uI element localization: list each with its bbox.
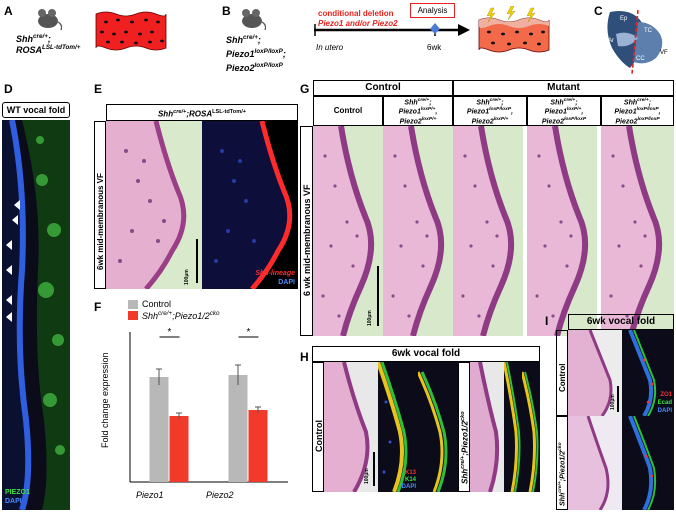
panel-a-genotype-2: ROSALSL-tdTom/+ (16, 44, 81, 55)
legend-k13: K13 (404, 470, 416, 476)
scale-bar (196, 239, 198, 283)
svg-text:Ep: Ep (620, 16, 628, 22)
panel-g-letter: G (300, 82, 310, 96)
bar-mutant-0 (169, 416, 189, 482)
svg-text:VF: VF (660, 50, 668, 56)
epithelium-mutant-illustration (478, 6, 550, 53)
i-control-zo1-ecad-image: ZO1 Ecad DAPI (622, 329, 674, 418)
he-image-row: 100µm (313, 126, 674, 336)
significance-star: * (168, 327, 172, 338)
legend-shh-lineage: Shh-lineage (255, 270, 295, 277)
larynx-diagram: Ep TC Ar VF CC (607, 9, 668, 75)
he-stain-image: 100µm (106, 120, 202, 291)
legend-k14: K14 (404, 477, 416, 483)
panel-e-letter: E (94, 82, 103, 96)
panel-a-letter: A (4, 4, 13, 18)
h-control-zoom-image (416, 362, 458, 493)
panel-h-row-control: Control (314, 420, 324, 452)
bar-control-0 (149, 377, 169, 482)
scale-bar (617, 386, 619, 412)
panel-h-control-side (312, 362, 324, 492)
chart-ylabel: Fold change expression (100, 352, 110, 448)
panel-h-mutant-side (458, 362, 470, 492)
mouse-icon (38, 9, 62, 30)
panel-i-row-control: Control (558, 363, 567, 392)
column-header-control: Control (313, 96, 383, 126)
group-mutant-header: Mutant (453, 80, 674, 96)
group-control-header: Control (313, 80, 453, 96)
panel-h-letter: H (300, 350, 309, 364)
panel-d-letter: D (4, 82, 13, 96)
scale-label: 100µm (364, 468, 370, 484)
panel-i-control-side (556, 330, 568, 416)
deletion-label: conditional deletion Piezo1 and/or Piezo… (318, 9, 398, 28)
scale-label: 100µm (610, 394, 616, 410)
legend-ecad: Ecad (657, 400, 672, 406)
panel-e-side-box (94, 121, 106, 289)
legend-dapi: DAPI (278, 279, 295, 286)
significance-star: * (247, 327, 251, 338)
h-mutant-zoom-image (520, 362, 540, 493)
mouse-icon (242, 9, 266, 30)
h-mutant-he-image (470, 361, 504, 493)
shh-lineage-fluorescence-image: Shh-lineage DAPI (202, 120, 298, 291)
h-control-he-image: 100µm (324, 361, 378, 494)
svg-text:CC: CC (636, 56, 645, 62)
panel-c-letter: C (594, 4, 603, 18)
epithelium-red-illustration (95, 11, 167, 51)
scale-bar (373, 452, 375, 486)
panel-g-row-label: 6 wk mid-membranous VF (302, 184, 312, 296)
panel-b-letter: B (222, 4, 231, 18)
x-tick-piezo1: Piezo1 (136, 490, 164, 500)
column-header-piezo2-null: Shhcre/+; Piezo1loxP/+, Piezo2loxP/loxP (527, 96, 601, 126)
legend-zo1: ZO1 (660, 392, 672, 398)
i-mutant-he-image (568, 415, 622, 511)
scale-bar (377, 266, 379, 326)
legend-dapi: DAPI (401, 484, 416, 490)
svg-text:Ar: Ar (608, 38, 614, 44)
scale-label: 100µm (184, 269, 190, 285)
i-control-he-image: 100µm (568, 329, 622, 417)
in-utero-label: In utero (316, 43, 344, 52)
fold-change-bar-chart: * * (129, 327, 288, 483)
piezo1-fluorescence-image: PIEZO1 DAPI (2, 119, 70, 511)
legend-dapi: DAPI (5, 498, 22, 505)
timeline-arrow (314, 23, 470, 36)
legend-piezo1: PIEZO1 (5, 489, 30, 496)
panel-e-header: Shhcre/+;ROSALSL-tdTom/+ (106, 104, 298, 121)
panel-h-title: 6wk vocal fold (312, 346, 540, 362)
panel-a-genotype-1: Shhcre/+; (16, 33, 51, 44)
legend-control-label: Control (142, 299, 172, 309)
column-header-het: Shhcre/+; Piezo1loxP/+, Piezo2loxP/+ (383, 96, 453, 126)
analysis-box: Analysis (410, 3, 455, 18)
bar-control-1 (228, 375, 248, 482)
panel-i-letter: I (545, 314, 549, 328)
legend-dapi: DAPI (657, 408, 672, 414)
x-tick-piezo2: Piezo2 (206, 490, 234, 500)
legend-control-swatch (128, 300, 138, 309)
panel-i-mutant-side (556, 416, 568, 510)
panel-f-letter: F (94, 300, 102, 314)
bar-mutant-1 (248, 410, 268, 482)
legend-mutant-swatch (128, 311, 138, 320)
legend-mutant-label: Shhcre/+;Piezo1/2cko (142, 310, 220, 321)
panel-d-title: WT vocal fold (2, 102, 70, 118)
scale-label: 100µm (367, 310, 373, 326)
h-mutant-k13-k14-image (502, 361, 522, 493)
column-header-piezo1-null: Shhcre/+; Piezo1loxP/loxP, Piezo2loxP/+ (453, 96, 527, 126)
panel-g-row-box (300, 126, 313, 336)
panel-b-genotype: Shhcre/+; Piezo1loxP/loxP; Piezo2loxP/lo… (226, 34, 286, 73)
six-wk-label: 6wk (427, 43, 442, 52)
panel-h-row-mutant: Shhcre/+;Piezo1/2cko (460, 411, 470, 484)
i-mutant-zo1-ecad-image (622, 415, 674, 511)
panel-i-title: 6wk vocal fold (568, 314, 674, 330)
panel-i-row-mutant: Shhcre/+;Piezo1/2cko (558, 442, 567, 506)
h-control-k13-k14-image: K13 K14 DAPI (376, 361, 418, 493)
svg-text:TC: TC (644, 28, 653, 34)
column-header-double-null: Shhcre/+; Piezo1loxP/loxP, Piezo2loxP/lo… (601, 96, 674, 126)
panel-e-side-label: 6wk mid-membranous VF (96, 173, 105, 270)
